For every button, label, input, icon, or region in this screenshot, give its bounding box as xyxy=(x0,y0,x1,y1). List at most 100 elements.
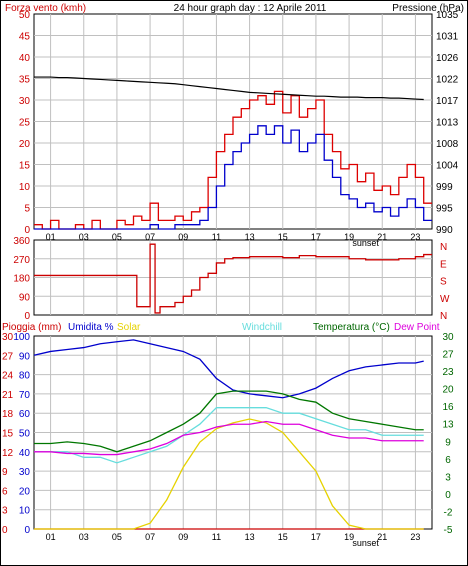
direction-y-tick: 360 xyxy=(13,236,30,247)
temperature-y-tick: 9 xyxy=(445,437,451,448)
pressure-y-tick: 1035 xyxy=(436,10,459,21)
temperature-y-tick: 3 xyxy=(445,472,451,483)
wind-y-tick: 20 xyxy=(19,139,31,150)
legend-temperature: Temperatura (°C) xyxy=(313,322,390,333)
sunset-label: sunset xyxy=(352,238,379,248)
x-tick-label: 11 xyxy=(212,232,221,242)
series-direction xyxy=(34,243,432,314)
x-tick-label: 01 xyxy=(46,532,56,542)
compass-label: W xyxy=(440,294,450,305)
x-tick-label: 13 xyxy=(245,232,255,242)
wind-y-tick: 15 xyxy=(19,161,31,172)
temperature-y-tick: 6 xyxy=(445,455,451,466)
humidity-y-tick: 90 xyxy=(19,351,31,362)
series xyxy=(33,76,432,530)
temperature-y-tick: -5 xyxy=(444,525,453,536)
x-tick-label: 19 xyxy=(344,532,354,542)
temperature-y-tick: 30 xyxy=(442,332,454,343)
pressure-y-tick: 990 xyxy=(436,225,453,236)
rain-y-tick: 9 xyxy=(2,467,8,478)
sunset-label: sunset xyxy=(352,538,379,548)
rain-y-tick: 6 xyxy=(2,486,8,497)
series-pressure xyxy=(34,76,424,101)
rain-y-tick: 3 xyxy=(2,506,8,517)
page-title: 24 hour graph day : 12 Aprile 2011 xyxy=(174,3,327,14)
x-tick-label: 15 xyxy=(278,232,288,242)
temperature-y-tick: 16 xyxy=(442,402,454,413)
x-tick-label: 11 xyxy=(212,532,221,542)
wind-y-tick: 0 xyxy=(24,225,30,236)
series-dew-point xyxy=(34,420,424,456)
x-tick-label: 03 xyxy=(79,532,89,542)
rain-y-tick: 0 xyxy=(2,525,8,536)
x-tick-label: 19 xyxy=(344,232,354,242)
direction-y-tick: 180 xyxy=(13,274,30,285)
x-tick-label: 21 xyxy=(377,232,387,242)
series-temperatura-c xyxy=(34,390,424,453)
x-tick-label: 07 xyxy=(145,232,155,242)
series-umidita xyxy=(33,339,424,399)
x-tick-label: 09 xyxy=(178,232,188,242)
x-tick-label: 01 xyxy=(46,232,56,242)
temperature-y-tick: -2 xyxy=(444,507,453,518)
pressure-y-tick: 1008 xyxy=(436,139,459,150)
rain-y-tick: 30 xyxy=(2,332,14,343)
series-windchill xyxy=(34,407,424,464)
temperature-y-tick: 0 xyxy=(445,490,451,501)
temperature-y-tick: 27 xyxy=(442,350,454,361)
rain-y-tick: 24 xyxy=(2,371,14,382)
legend-solar: Solar xyxy=(117,322,141,333)
rain-y-tick: 27 xyxy=(2,351,14,362)
wind-y-tick: 50 xyxy=(19,10,31,21)
temperature-y-tick: 23 xyxy=(442,367,454,378)
wind-y-tick: 40 xyxy=(19,53,31,64)
series-solar xyxy=(34,418,424,530)
direction-y-tick: 270 xyxy=(13,255,30,266)
wind-y-tick: 30 xyxy=(19,96,31,107)
humidity-y-tick: 20 xyxy=(19,486,31,497)
x-tick-label: 03 xyxy=(79,232,89,242)
legend-windchill: Windchill xyxy=(242,322,282,333)
x-tick-label: 15 xyxy=(278,532,288,542)
humidity-y-tick: 60 xyxy=(19,409,31,420)
x-tick-label: 09 xyxy=(178,532,188,542)
pressure-y-tick: 995 xyxy=(436,204,453,215)
x-tick-label: 17 xyxy=(311,232,321,242)
x-tick-label: 05 xyxy=(112,232,122,242)
wind-y-tick: 5 xyxy=(24,204,30,215)
humidity-y-tick: 100 xyxy=(13,332,30,343)
wind-y-tick: 35 xyxy=(19,75,31,86)
legend-dewpoint: Dew Point xyxy=(394,322,440,333)
pressure-y-tick: 1013 xyxy=(436,118,459,129)
pressure-y-tick: 1022 xyxy=(436,75,459,86)
temperature-y-tick: 13 xyxy=(442,420,454,431)
compass-label: S xyxy=(440,277,447,288)
rain-y-tick: 12 xyxy=(2,448,14,459)
compass-label: N xyxy=(440,311,447,322)
direction-y-tick: 0 xyxy=(24,311,30,322)
rain-y-tick: 15 xyxy=(2,429,14,440)
humidity-y-tick: 80 xyxy=(19,371,31,382)
wind-y-tick: 45 xyxy=(19,32,31,43)
pressure-y-tick: 1004 xyxy=(436,161,459,172)
compass-label: E xyxy=(440,259,447,270)
wind-axis-title: Forza vento (kmh) xyxy=(5,3,86,14)
humidity-y-tick: 40 xyxy=(19,448,31,459)
legend-humidity: Umidita % xyxy=(68,322,114,333)
series-wind-avg xyxy=(34,125,432,230)
pressure-axis-title: Pressione (hPa) xyxy=(392,3,464,14)
x-tick-label: 07 xyxy=(145,532,155,542)
humidity-y-tick: 10 xyxy=(19,506,31,517)
pressure-y-tick: 999 xyxy=(436,182,453,193)
compass-label: N xyxy=(440,242,447,253)
humidity-y-tick: 50 xyxy=(19,429,31,440)
rain-y-tick: 21 xyxy=(2,390,14,401)
humidity-y-tick: 30 xyxy=(19,467,31,478)
x-tick-label: 17 xyxy=(311,532,321,542)
wind-y-tick: 25 xyxy=(19,118,31,129)
pressure-y-tick: 1031 xyxy=(436,32,459,43)
temperature-y-tick: 20 xyxy=(442,385,454,396)
x-tick-label: 05 xyxy=(112,532,122,542)
